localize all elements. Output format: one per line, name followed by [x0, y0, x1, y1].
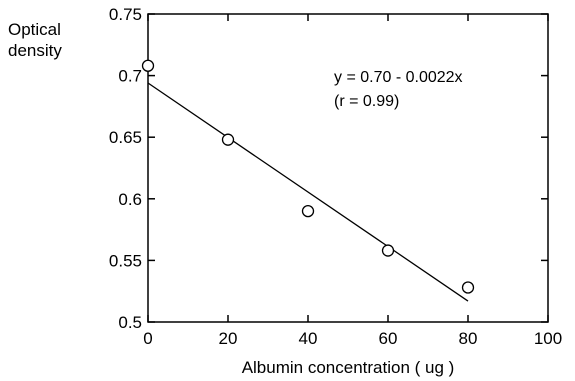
data-point	[141, 59, 155, 72]
fit-correlation: (r = 0.99)	[334, 93, 399, 110]
data-point	[221, 133, 235, 146]
data-points	[141, 59, 475, 294]
y-tick-label: 0.6	[118, 190, 142, 209]
ticks: 0 20 40 60 80 100 0.5 0.55 0.6 0.65 0.7 0.75	[109, 5, 562, 348]
x-tick-label: 40	[299, 329, 318, 348]
data-point	[381, 244, 395, 257]
y-axis-title-line-2: density	[8, 41, 62, 60]
data-point	[301, 204, 315, 218]
y-tick-label: 0.5	[118, 313, 142, 332]
y-tick-label: 0.55	[109, 251, 142, 270]
data-point	[461, 281, 475, 294]
fit-equation: y = 0.70 - 0.0022x	[334, 69, 463, 86]
x-axis-title: Albumin concentration ( ug )	[242, 358, 455, 377]
fit-line	[147, 82, 469, 302]
y-tick-label: 0.65	[109, 128, 142, 147]
x-tick-label: 0	[143, 329, 152, 348]
y-tick-label: 0.7	[118, 67, 142, 86]
plot-frame	[147, 13, 549, 323]
x-tick-label: 100	[534, 329, 562, 348]
fit-line-group	[147, 82, 469, 302]
x-tick-label: 80	[459, 329, 478, 348]
y-axis-title-line-1: Optical	[8, 20, 61, 39]
y-tick-label: 0.75	[109, 5, 142, 24]
x-tick-label: 60	[379, 329, 398, 348]
x-tick-label: 20	[219, 329, 238, 348]
y-axis-title: Optical density	[8, 20, 62, 60]
